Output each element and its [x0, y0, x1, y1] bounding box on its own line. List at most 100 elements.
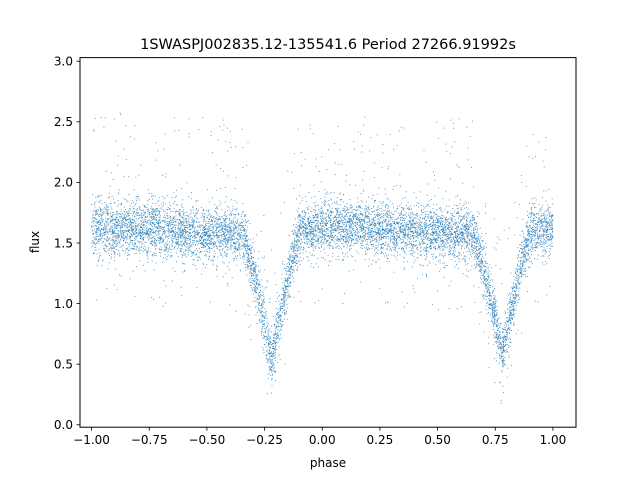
data-point: [314, 255, 315, 256]
data-point: [233, 206, 234, 207]
data-point: [136, 233, 137, 234]
data-point: [444, 267, 445, 268]
data-point: [361, 152, 362, 153]
data-point: [141, 210, 142, 211]
data-point: [178, 237, 179, 238]
data-point: [245, 264, 246, 265]
data-point: [183, 239, 184, 240]
data-point: [481, 279, 482, 280]
data-point: [182, 235, 183, 236]
data-point: [128, 254, 129, 255]
data-point: [120, 216, 121, 217]
data-point: [283, 305, 284, 306]
data-point: [284, 300, 285, 301]
data-point: [130, 238, 131, 239]
data-point: [519, 284, 520, 285]
data-point: [179, 213, 180, 214]
data-point: [542, 221, 543, 222]
data-point: [287, 263, 288, 264]
data-point: [328, 233, 329, 234]
data-point: [196, 269, 197, 270]
data-point: [429, 214, 430, 215]
data-point: [352, 216, 353, 217]
data-point: [283, 298, 284, 299]
data-point: [381, 251, 382, 252]
data-point: [163, 233, 164, 234]
data-point: [511, 312, 512, 313]
data-point: [123, 198, 124, 199]
data-point: [106, 228, 107, 229]
data-point: [213, 229, 214, 230]
data-point: [130, 218, 131, 219]
data-point: [266, 339, 267, 340]
data-point: [530, 217, 531, 218]
data-point: [545, 250, 546, 251]
data-point: [131, 240, 132, 241]
data-point: [338, 126, 339, 127]
data-point: [169, 248, 170, 249]
data-point: [517, 264, 518, 265]
data-point: [508, 328, 509, 329]
data-point: [505, 312, 506, 313]
data-point: [282, 261, 283, 262]
data-point: [129, 232, 130, 233]
data-point: [249, 268, 250, 269]
data-point: [180, 225, 181, 226]
data-point: [548, 207, 549, 208]
data-point: [468, 226, 469, 227]
data-point: [347, 252, 348, 253]
data-point: [350, 223, 351, 224]
data-point: [486, 285, 487, 286]
data-point: [459, 255, 460, 256]
data-point: [114, 227, 115, 228]
data-point: [122, 226, 123, 227]
data-point: [451, 221, 452, 222]
data-point: [165, 203, 166, 204]
chart-title: 1SWASPJ002835.12-135541.6 Period 27266.9…: [140, 37, 516, 53]
data-point: [390, 215, 391, 216]
data-point: [177, 219, 178, 220]
data-point: [264, 312, 265, 313]
data-point: [166, 218, 167, 219]
data-point: [233, 214, 234, 215]
data-point: [414, 224, 415, 225]
data-point: [445, 191, 446, 192]
data-point: [197, 257, 198, 258]
data-point: [248, 255, 249, 256]
data-point: [99, 257, 100, 258]
data-point: [231, 242, 232, 243]
data-point: [370, 137, 371, 138]
data-point: [285, 310, 286, 311]
data-point: [268, 367, 269, 368]
data-point: [290, 273, 291, 274]
data-point: [152, 214, 153, 215]
data-point: [121, 204, 122, 205]
data-point: [466, 235, 467, 236]
data-point: [412, 224, 413, 225]
data-point: [439, 255, 440, 256]
data-point: [192, 254, 193, 255]
data-point: [273, 355, 274, 356]
data-point: [299, 231, 300, 232]
data-point: [189, 218, 190, 219]
data-point: [367, 236, 368, 237]
data-point: [542, 209, 543, 210]
data-point: [120, 218, 121, 219]
data-point: [415, 215, 416, 216]
data-point: [191, 198, 192, 199]
data-point: [516, 217, 517, 218]
data-point: [226, 256, 227, 257]
data-point: [316, 234, 317, 235]
data-point: [94, 203, 95, 204]
data-point: [243, 235, 244, 236]
data-point: [305, 223, 306, 224]
data-point: [386, 219, 387, 220]
data-point: [102, 233, 103, 234]
data-point: [151, 216, 152, 217]
data-point: [389, 224, 390, 225]
data-point: [490, 315, 491, 316]
data-point: [451, 228, 452, 229]
data-point: [166, 259, 167, 260]
data-point: [330, 225, 331, 226]
data-point: [349, 239, 350, 240]
